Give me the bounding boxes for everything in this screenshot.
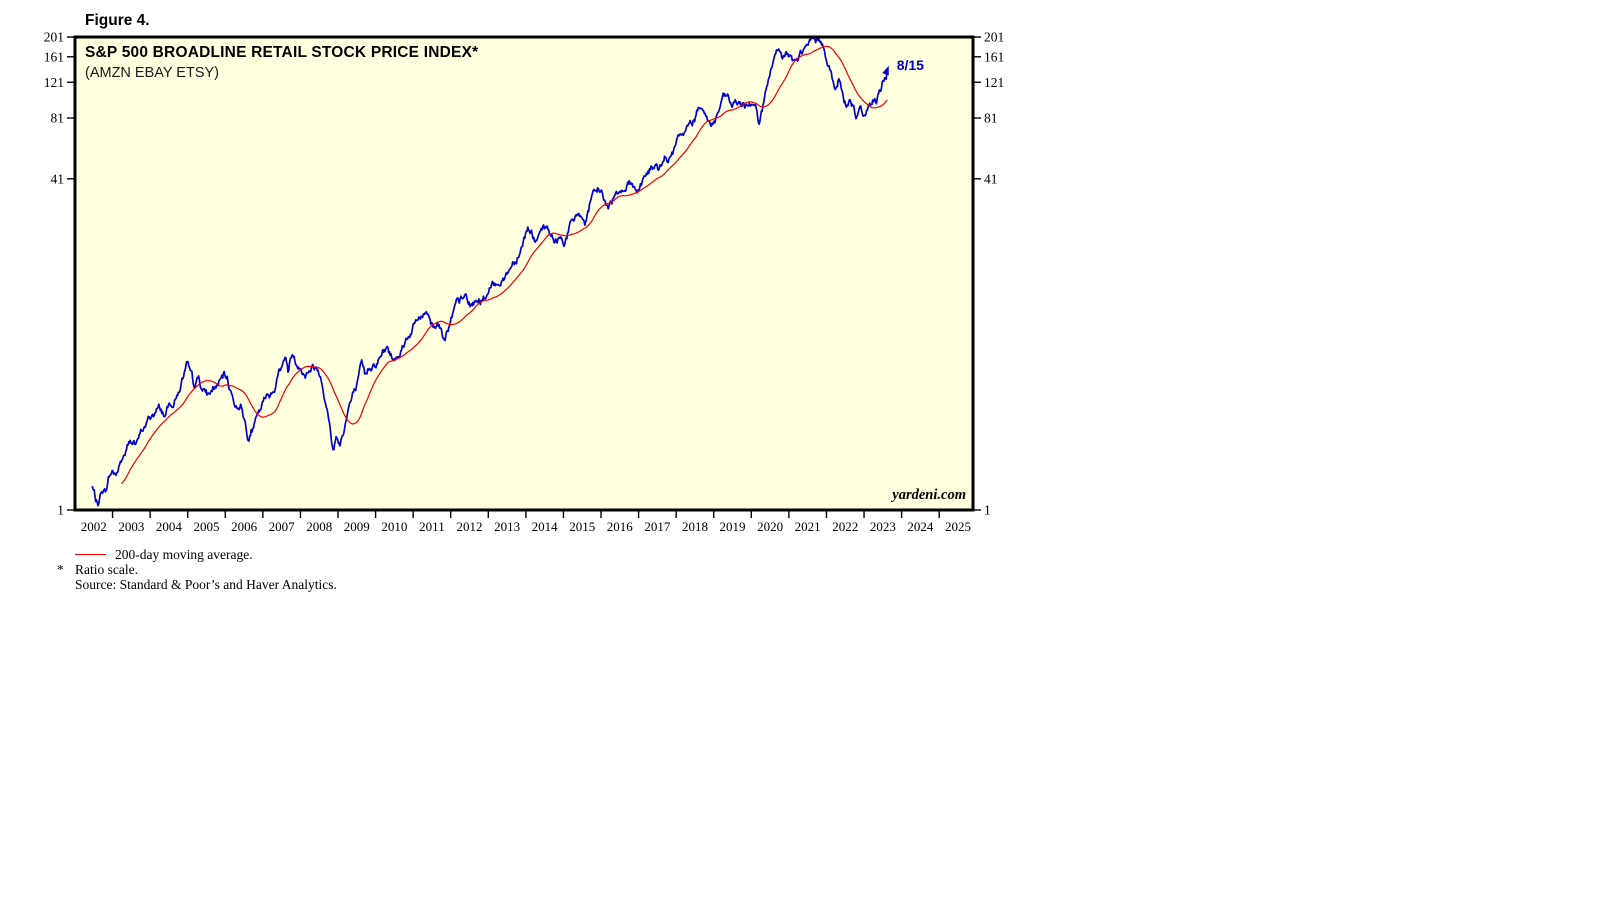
figure-label: Figure 4. [85,12,150,29]
plot-frame [73,35,975,512]
chart-subtitle: (AMZN EBAY ETSY) [85,65,220,81]
x-tick-label: 2013 [494,519,520,534]
x-tick-label: 2002 [81,519,107,534]
y-tick-label-right: 201 [984,30,1004,45]
x-tick-label: 2009 [344,519,370,534]
x-tick-label: 2012 [457,519,483,534]
x-tick-label: 2019 [720,519,746,534]
price-line [91,37,888,507]
y-tick-label-right: 121 [984,75,1004,90]
x-tick-label: 2021 [795,519,821,534]
x-tick-label: 2016 [607,519,634,534]
moving-average-line [120,45,888,485]
x-tick-label: 2011 [419,519,445,534]
legend-row: 200-day moving average. [57,547,337,562]
chart-title: S&P 500 BROADLINE RETAIL STOCK PRICE IND… [85,44,479,61]
y-tick-label-right: 161 [984,49,1004,64]
y-tick-label-right: 1 [984,503,991,518]
latest-point-arrow-icon [882,65,889,76]
latest-date-annotation: 8/15 [897,57,924,73]
x-tick-label: 2022 [832,519,858,534]
x-tick-label: 2007 [269,519,296,534]
x-tick-label: 2020 [757,519,783,534]
x-tick-label: 2023 [870,519,896,534]
x-tick-label: 2003 [118,519,144,534]
x-tick-label: 2010 [381,519,407,534]
x-tick-label: 2025 [945,519,971,534]
ratio-scale-note: * Ratio scale. [57,562,337,577]
x-tick-label: 2004 [156,519,183,534]
x-tick-label: 2017 [644,519,671,534]
watermark-yardeni: yardeni.com [892,487,966,503]
y-tick-label-right: 41 [984,171,998,186]
chart-canvas: 1 1 41 41 81 81 121 121 161 161 201 201 2002 2003 2004… [44,30,1005,535]
x-tick-label: 2014 [532,519,559,534]
plot-background [75,37,973,510]
x-tick-label: 2015 [569,519,595,534]
ratio-scale-label: Ratio scale. [75,562,138,577]
ma-legend-line-sample [75,554,106,555]
y-tick-label-left: 201 [44,30,64,45]
x-tick-label: 2005 [194,519,220,534]
footnotes: 200-day moving average. * Ratio scale. S… [57,547,337,592]
footnote-asterisk: * [57,562,64,577]
x-tick-label: 2018 [682,519,708,534]
ma-legend-label: 200-day moving average. [115,547,253,562]
x-tick-label: 2024 [907,519,934,534]
y-tick-label-left: 41 [51,171,65,186]
y-tick-label-left: 81 [51,111,65,126]
x-tick-label: 2006 [231,519,258,534]
y-tick-label-left: 121 [44,75,64,90]
x-tick-label: 2008 [306,519,332,534]
y-tick-label-left: 161 [44,49,64,64]
y-tick-label-right: 81 [984,111,998,126]
y-tick-label-left: 1 [57,503,64,518]
source-note: Source: Standard & Poor’s and Haver Anal… [75,577,337,592]
